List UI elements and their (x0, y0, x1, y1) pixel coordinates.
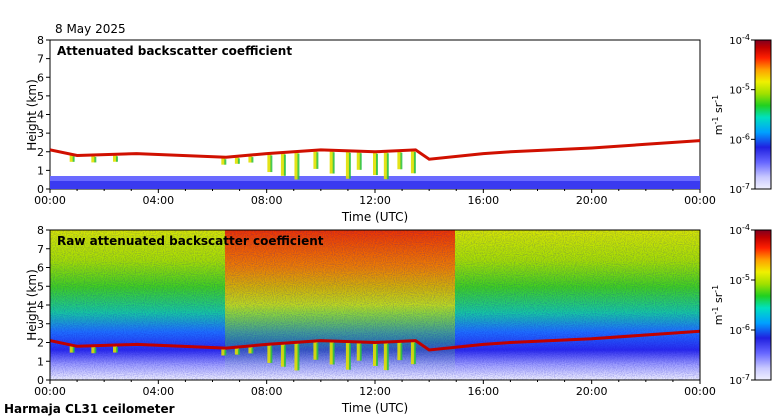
colorbar-exp-2: -1 (711, 95, 720, 103)
y-tick-label: 0 (37, 374, 44, 387)
panel1-ground-layer-dense (50, 181, 700, 189)
y-tick-label: 5 (37, 90, 44, 103)
panel1-colorbar-gradient (754, 39, 772, 190)
colorbar-unit-m: m (712, 125, 725, 136)
y-tick-label: 1 (37, 355, 44, 368)
panel2-cloud-layer (50, 329, 700, 352)
y-tick-label: 4 (37, 299, 44, 312)
x-tick-label: 16:00 (467, 194, 499, 207)
y-tick-label: 8 (37, 224, 44, 237)
y-tick-label: 5 (37, 280, 44, 293)
y-tick-label: 1 (37, 164, 44, 177)
panel1-cloud-layer (50, 139, 700, 161)
y-tick-label: 2 (37, 337, 44, 350)
footer-label: Harmaja CL31 ceilometer (4, 402, 175, 416)
colorbar-tick-label: 10-5 (729, 83, 750, 97)
y-tick-label: 2 (37, 146, 44, 159)
colorbar-exp-1: -1 (711, 117, 720, 125)
y-tick-label: 7 (37, 243, 44, 256)
panel2-cloud-features (69, 340, 416, 371)
panel1-colorbar-label: m-1 sr-1 (711, 95, 725, 135)
x-tick-label: 20:00 (576, 385, 608, 398)
panel1-cloud-features (69, 150, 416, 180)
colorbar-tick-label: 10-6 (729, 132, 750, 146)
panel2-y-axis: 0 1 2 3 4 5 6 7 8 (37, 224, 50, 387)
panel1-colorbar-ticks: 10-4 10-5 10-6 10-7 (729, 33, 755, 196)
date-label: 8 May 2025 (55, 22, 126, 36)
colorbar-unit-m: m (712, 315, 725, 326)
y-tick-label: 3 (37, 127, 44, 140)
panel2-colorbar-gradient (754, 229, 772, 381)
panel-raw: Raw attenuated backscatter coefficient 0… (25, 224, 716, 415)
panel2-colorbar: 10-410-510-610-7 m-1 sr-1 (711, 223, 772, 387)
colorbar-tick-label: 10-7 (729, 373, 750, 387)
x-tick-label: 12:00 (359, 194, 391, 207)
x-tick-label: 04:00 (142, 385, 174, 398)
y-tick-label: 6 (37, 262, 44, 275)
colorbar-unit-sr: sr (712, 292, 725, 306)
panel2-ylabel: Height (km) (25, 269, 39, 340)
panel2-colorbar-label: m-1 sr-1 (711, 285, 725, 325)
y-tick-label: 3 (37, 318, 44, 331)
colorbar-tick-label: 10-5 (729, 273, 750, 287)
panel2-x-axis: 00:00 04:00 08:00 12:00 16:00 20:00 00:00 (34, 380, 716, 398)
y-tick-label: 4 (37, 109, 44, 122)
panel2-title: Raw attenuated backscatter coefficient (57, 234, 324, 248)
panel1-ylabel: Height (km) (25, 79, 39, 150)
panel1-xlabel: Time (UTC) (341, 210, 408, 224)
x-tick-label: 00:00 (34, 194, 66, 207)
colorbar-exp-1: -1 (711, 307, 720, 315)
colorbar-tick-label: 10-4 (729, 33, 750, 47)
x-tick-label: 00:00 (684, 385, 716, 398)
x-tick-label: 12:00 (359, 385, 391, 398)
panel1-colorbar: 10-410-510-610-7 m-1 sr-1 (711, 33, 772, 196)
panel-attenuated: Attenuated backscatter coefficient 0 1 2 3 4… (25, 34, 716, 224)
panel2-xlabel: Time (UTC) (341, 401, 408, 415)
x-tick-label: 00:00 (34, 385, 66, 398)
y-tick-label: 6 (37, 71, 44, 84)
colorbar-tick-label: 10-7 (729, 182, 750, 196)
y-tick-label: 7 (37, 53, 44, 66)
y-tick-label: 8 (37, 34, 44, 47)
x-tick-label: 08:00 (251, 385, 283, 398)
panel2-colorbar-ticks: 10-4 10-5 10-6 10-7 (729, 223, 755, 387)
colorbar-unit-sr: sr (712, 102, 725, 116)
panel1-title: Attenuated backscatter coefficient (57, 44, 292, 58)
x-tick-label: 04:00 (142, 194, 174, 207)
x-tick-label: 16:00 (467, 385, 499, 398)
panel1-y-axis: 0 1 2 3 4 5 6 7 8 (37, 34, 50, 196)
x-tick-label: 08:00 (251, 194, 283, 207)
colorbar-tick-label: 10-4 (729, 223, 750, 237)
y-tick-label: 0 (37, 183, 44, 196)
colorbar-exp-2: -1 (711, 285, 720, 293)
x-tick-label: 20:00 (576, 194, 608, 207)
x-tick-label: 00:00 (684, 194, 716, 207)
colorbar-tick-label: 10-6 (729, 323, 750, 337)
panel1-x-axis: 00:00 04:00 08:00 12:00 16:00 20:00 00:00 (34, 189, 716, 207)
